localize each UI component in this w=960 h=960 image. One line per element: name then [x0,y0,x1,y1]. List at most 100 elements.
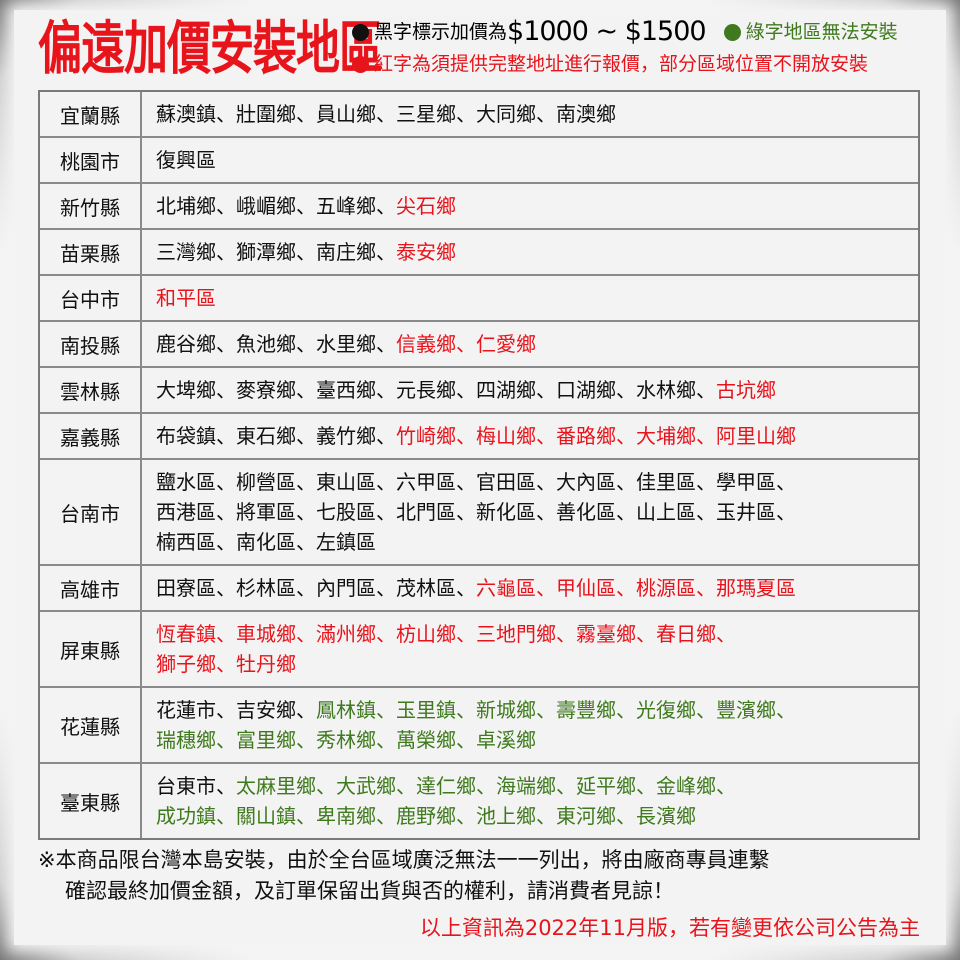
table-row: 南投縣 鹿谷鄉、魚池鄉、水里鄉、信義鄉、仁愛鄉 [40,320,918,366]
legend-green-text: 綠字地區無法安裝 [745,21,898,43]
red-dot-icon [352,55,369,73]
township-list: 台東市、太麻里鄉、大武鄉、達仁鄉、海端鄉、延平鄉、金峰鄉、成功鎮、關山鎮、卑南鄉… [142,764,748,838]
township-line: 恆春鎮、車城鄉、滿州鄉、枋山鄉、三地門鄉、霧臺鄉、春日鄉、 [156,619,736,649]
township-quote-required: 竹崎鄉、梅山鄉、番路鄉、大埔鄉、阿里山鄉 [396,424,796,448]
township-quote-required: 和平區 [156,286,216,310]
county-label: 新竹縣 [40,184,142,228]
township-line: 復興區 [156,145,216,175]
township-line: 大埤鄉、麥寮鄉、臺西鄉、元長鄉、四湖鄉、口湖鄉、水林鄉、古坑鄉 [156,375,776,405]
county-label: 台南市 [40,460,142,564]
page-title: 偏遠加價安裝地區 [38,16,383,83]
township-line: 鹿谷鄉、魚池鄉、水里鄉、信義鄉、仁愛鄉 [156,329,536,359]
table-row: 台南市 鹽水區、柳營區、東山區、六甲區、官田區、大內區、佳里區、學甲區、 西港區、將… [40,458,918,564]
township-quote-required: 泰安鄉 [396,240,456,264]
township-list: 和平區 [142,276,228,320]
township-quote-required: 信義鄉、仁愛鄉 [396,332,536,356]
township-surcharge: 西港區、將軍區、七股區、北門區、新化區、善化區、山上區、玉井區、 [156,500,796,524]
table-row: 宜蘭縣 蘇澳鎮、壯圍鄉、員山鄉、三星鄉、大同鄉、南澳鄉 [40,92,918,136]
county-label: 臺東縣 [40,764,142,838]
township-surcharge: 鹿谷鄉、魚池鄉、水里鄉、 [156,332,396,356]
legend-red-text: 紅字為須提供完整地址進行報價，部分區域位置不開放安裝 [374,53,869,75]
county-label: 南投縣 [40,322,142,366]
version-note: 以上資訊為2022年11月版，若有變更依公司公告為主 [419,916,920,940]
township-surcharge: 三灣鄉、獅潭鄉、南庄鄉、 [156,240,396,264]
county-label: 高雄市 [40,566,142,610]
township-not-serviceable: 成功鎮、關山鎮、卑南鄉、鹿野鄉、池上鄉、東河鄉、長濱鄉 [156,804,696,828]
table-row: 嘉義縣 布袋鎮、東石鄉、義竹鄉、竹崎鄉、梅山鄉、番路鄉、大埔鄉、阿里山鄉 [40,412,918,458]
township-quote-required: 獅子鄉、牡丹鄉 [156,652,296,676]
content-panel [14,10,946,945]
township-line: 花蓮市、吉安鄉、鳳林鎮、玉里鎮、新城鄉、壽豐鄉、光復鄉、豐濱鄉、 [156,695,796,725]
township-line: 田寮區、杉林區、內門區、茂林區、六龜區、甲仙區、桃源區、那瑪夏區 [156,573,796,603]
table-row: 苗栗縣 三灣鄉、獅潭鄉、南庄鄉、泰安鄉 [40,228,918,274]
township-line: 三灣鄉、獅潭鄉、南庄鄉、泰安鄉 [156,237,456,267]
county-label: 苗栗縣 [40,230,142,274]
county-label: 台中市 [40,276,142,320]
township-surcharge: 布袋鎮、東石鄉、義竹鄉、 [156,424,396,448]
township-list: 復興區 [142,138,228,182]
township-surcharge: 大埤鄉、麥寮鄉、臺西鄉、元長鄉、四湖鄉、口湖鄉、水林鄉、 [156,378,716,402]
county-label: 花蓮縣 [40,688,142,762]
township-not-serviceable: 瑞穗鄉、富里鄉、秀林鄉、萬榮鄉、卓溪鄉 [156,728,536,752]
table-row: 花蓮縣 花蓮市、吉安鄉、鳳林鎮、玉里鎮、新城鄉、壽豐鄉、光復鄉、豐濱鄉、瑞穗鄉、富… [40,686,918,762]
township-surcharge: 花蓮市、吉安鄉、 [156,698,316,722]
footer: ※本商品限台灣本島安裝，由於全台區域廣泛無法一一列出，將由廠商專員連繫 確認最終… [38,845,920,944]
township-surcharge: 楠西區、南化區、左鎮區 [156,530,376,554]
township-line: 成功鎮、關山鎮、卑南鄉、鹿野鄉、池上鄉、東河鄉、長濱鄉 [156,801,736,831]
footer-note-line-2: 確認最終加價金額，及訂單保留出貨與否的權利，請消費者見諒！ [65,879,674,903]
township-not-serviceable: 鳳林鎮、玉里鎮、新城鄉、壽豐鄉、光復鄉、豐濱鄉、 [316,698,796,722]
township-line: 瑞穗鄉、富里鄉、秀林鄉、萬榮鄉、卓溪鄉 [156,725,796,755]
township-surcharge: 鹽水區、柳營區、東山區、六甲區、官田區、大內區、佳里區、學甲區、 [156,470,796,494]
township-list: 鹿谷鄉、魚池鄉、水里鄉、信義鄉、仁愛鄉 [142,322,548,366]
township-line: 和平區 [156,283,216,313]
county-label: 桃園市 [40,138,142,182]
table-row: 屏東縣 恆春鎮、車城鄉、滿州鄉、枋山鄉、三地門鄉、霧臺鄉、春日鄉、 獅子鄉、牡丹鄉 [40,610,918,686]
table-row: 雲林縣 大埤鄉、麥寮鄉、臺西鄉、元長鄉、四湖鄉、口湖鄉、水林鄉、古坑鄉 [40,366,918,412]
township-list: 鹽水區、柳營區、東山區、六甲區、官田區、大內區、佳里區、學甲區、 西港區、將軍區、… [142,460,808,564]
legend-row-1: 黑字標示加價為 $1000 ~ $1500 綠字地區無法安裝 [352,16,922,48]
county-label: 屏東縣 [40,612,142,686]
black-dot-icon [352,23,369,41]
table-row: 高雄市 田寮區、杉林區、內門區、茂林區、六龜區、甲仙區、桃源區、那瑪夏區 [40,564,918,610]
township-quote-required: 尖石鄉 [396,194,456,218]
township-list: 蘇澳鎮、壯圍鄉、員山鄉、三星鄉、大同鄉、南澳鄉 [142,92,628,136]
green-dot-icon [723,23,741,41]
township-list: 花蓮市、吉安鄉、鳳林鎮、玉里鎮、新城鄉、壽豐鄉、光復鄉、豐濱鄉、瑞穗鄉、富里鄉、… [142,688,808,762]
township-list: 恆春鎮、車城鄉、滿州鄉、枋山鄉、三地門鄉、霧臺鄉、春日鄉、 獅子鄉、牡丹鄉 [142,612,748,686]
township-line: 西港區、將軍區、七股區、北門區、新化區、善化區、山上區、玉井區、 [156,497,796,527]
township-surcharge: 復興區 [156,148,216,172]
township-surcharge: 北埔鄉、峨嵋鄉、五峰鄉、 [156,194,396,218]
township-list: 大埤鄉、麥寮鄉、臺西鄉、元長鄉、四湖鄉、口湖鄉、水林鄉、古坑鄉 [142,368,788,412]
township-surcharge: 蘇澳鎮、壯圍鄉、員山鄉、三星鄉、大同鄉、南澳鄉 [156,102,616,126]
township-list: 北埔鄉、峨嵋鄉、五峰鄉、尖石鄉 [142,184,468,228]
table-row: 新竹縣 北埔鄉、峨嵋鄉、五峰鄉、尖石鄉 [40,182,918,228]
table-row: 臺東縣 台東市、太麻里鄉、大武鄉、達仁鄉、海端鄉、延平鄉、金峰鄉、成功鎮、關山鎮、… [40,762,918,838]
township-line: 鹽水區、柳營區、東山區、六甲區、官田區、大內區、佳里區、學甲區、 [156,467,796,497]
region-table: 宜蘭縣 蘇澳鎮、壯圍鄉、員山鄉、三星鄉、大同鄉、南澳鄉 桃園市 復興區 新竹縣 北埔鄉、峨… [38,90,920,840]
township-quote-required: 六龜區、甲仙區、桃源區、那瑪夏區 [476,576,796,600]
legend-black-text: 黑字標示加價為 [374,21,508,43]
township-quote-required: 恆春鎮、車城鄉、滿州鄉、枋山鄉、三地門鄉、霧臺鄉、春日鄉、 [156,622,736,646]
township-line: 布袋鎮、東石鄉、義竹鄉、竹崎鄉、梅山鄉、番路鄉、大埔鄉、阿里山鄉 [156,421,796,451]
legend-row-2: 紅字為須提供完整地址進行報價，部分區域位置不開放安裝 [352,48,922,80]
county-label: 嘉義縣 [40,414,142,458]
township-line: 楠西區、南化區、左鎮區 [156,527,796,557]
township-surcharge: 田寮區、杉林區、內門區、茂林區、 [156,576,476,600]
township-line: 北埔鄉、峨嵋鄉、五峰鄉、尖石鄉 [156,191,456,221]
county-label: 宜蘭縣 [40,92,142,136]
table-row: 台中市 和平區 [40,274,918,320]
legend-price-range: $1000 ~ $1500 [507,16,707,47]
township-line: 蘇澳鎮、壯圍鄉、員山鄉、三星鄉、大同鄉、南澳鄉 [156,99,616,129]
township-list: 三灣鄉、獅潭鄉、南庄鄉、泰安鄉 [142,230,468,274]
township-list: 布袋鎮、東石鄉、義竹鄉、竹崎鄉、梅山鄉、番路鄉、大埔鄉、阿里山鄉 [142,414,808,458]
township-not-serviceable: 太麻里鄉、大武鄉、達仁鄉、海端鄉、延平鄉、金峰鄉、 [236,774,736,798]
township-line: 獅子鄉、牡丹鄉 [156,649,736,679]
legend: 黑字標示加價為 $1000 ~ $1500 綠字地區無法安裝 紅字為須提供完整地… [352,16,922,80]
township-surcharge: 台東市、 [156,774,236,798]
township-list: 田寮區、杉林區、內門區、茂林區、六龜區、甲仙區、桃源區、那瑪夏區 [142,566,808,610]
table-row: 桃園市 復興區 [40,136,918,182]
footer-note-line-1: ※本商品限台灣本島安裝，由於全台區域廣泛無法一一列出，將由廠商專員連繫 [38,848,770,872]
county-label: 雲林縣 [40,368,142,412]
township-line: 台東市、太麻里鄉、大武鄉、達仁鄉、海端鄉、延平鄉、金峰鄉、 [156,771,736,801]
township-quote-required: 古坑鄉 [716,378,776,402]
